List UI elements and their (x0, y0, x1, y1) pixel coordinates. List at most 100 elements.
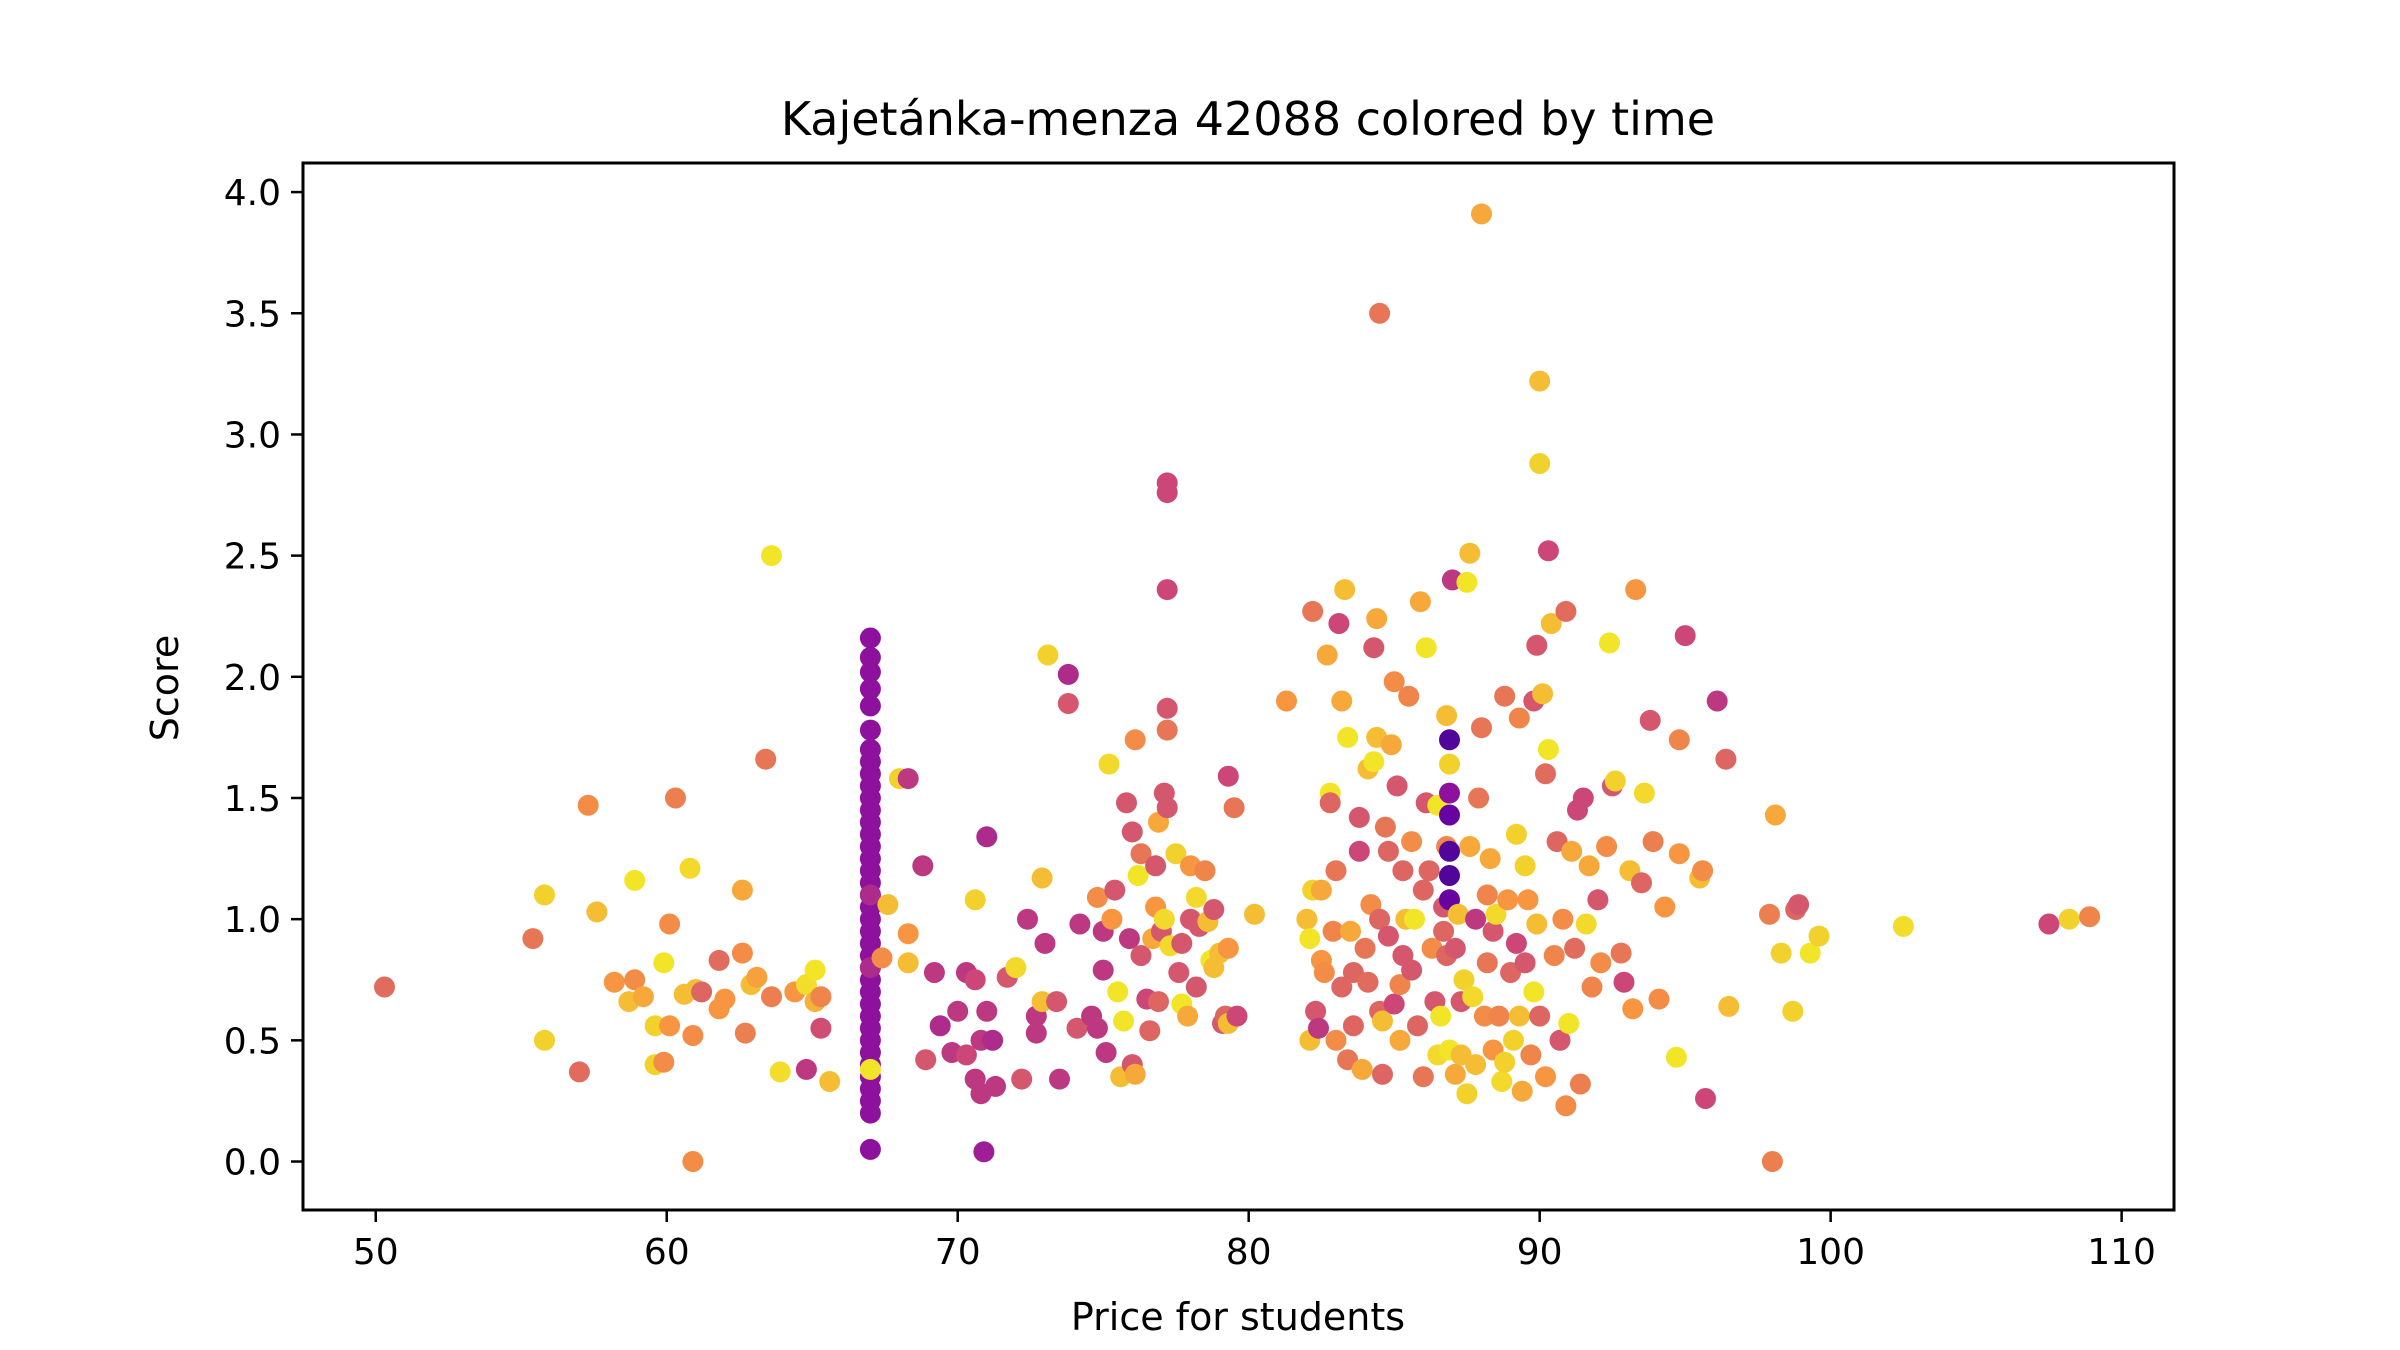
data-point (1468, 787, 1490, 809)
data-point (1526, 913, 1548, 935)
data-point (1369, 302, 1391, 324)
data-point (1569, 1073, 1591, 1095)
data-point (1552, 908, 1574, 930)
data-point (374, 976, 395, 998)
data-point (1520, 1044, 1542, 1066)
data-point (1148, 991, 1169, 1013)
data-point (1535, 763, 1556, 785)
data-point (1706, 690, 1728, 712)
data-point (1386, 775, 1408, 797)
data-point (1017, 908, 1038, 930)
data-point (632, 986, 654, 1008)
data-point (1511, 1080, 1533, 1102)
data-point (1462, 986, 1484, 1008)
data-point (1223, 797, 1245, 819)
x-tick-label: 60 (644, 1232, 690, 1273)
data-point (1153, 908, 1175, 930)
chart-title: Kajetánka-menza 42088 colored by time (781, 92, 1715, 146)
data-point (1543, 945, 1565, 966)
data-point (1165, 843, 1187, 865)
data-point (1101, 908, 1123, 930)
data-point (1011, 1068, 1033, 1090)
data-point (1692, 860, 1714, 882)
data-point (1377, 925, 1399, 947)
y-tick-label: 1.5 (224, 779, 281, 820)
data-point (1308, 1017, 1329, 1039)
data-point (577, 794, 599, 816)
data-point (1139, 1020, 1161, 1042)
data-point (691, 981, 713, 1003)
data-point (1156, 482, 1178, 504)
data-point (915, 1049, 937, 1071)
data-point (1322, 920, 1344, 942)
data-point (1808, 925, 1830, 947)
data-point (1095, 1042, 1117, 1063)
data-point (2079, 906, 2101, 928)
data-point (859, 678, 881, 700)
data-point (1130, 945, 1152, 966)
data-point (929, 1015, 951, 1037)
data-point (1412, 879, 1434, 901)
data-point (1439, 782, 1460, 804)
data-point (1505, 823, 1527, 845)
data-point (1276, 690, 1297, 712)
data-point (1066, 1017, 1088, 1039)
data-point (624, 969, 646, 991)
data-point (1529, 370, 1551, 392)
data-point (1485, 903, 1507, 925)
data-point (682, 1025, 704, 1046)
data-point (1447, 903, 1469, 925)
data-point (1473, 1005, 1495, 1027)
data-point (1642, 831, 1664, 853)
data-point (1069, 913, 1091, 935)
data-point (1217, 765, 1239, 787)
data-point (1305, 1000, 1327, 1022)
data-point (1788, 894, 1810, 916)
x-tick-label: 100 (1796, 1232, 1865, 1273)
data-point (859, 1138, 881, 1160)
data-point (1514, 855, 1536, 877)
data-point (964, 969, 986, 991)
data-point (1348, 806, 1370, 828)
data-point (1383, 993, 1405, 1015)
data-point (659, 1015, 681, 1037)
data-point (755, 748, 777, 770)
data-point (1380, 734, 1402, 756)
y-tick-label: 3.0 (224, 415, 281, 456)
data-point (1025, 1022, 1047, 1044)
data-point (1587, 889, 1609, 911)
data-point (1505, 932, 1527, 954)
data-point (1503, 1029, 1524, 1051)
data-point (912, 855, 934, 877)
data-point (955, 1044, 977, 1066)
data-point (897, 768, 919, 790)
data-point (1613, 971, 1635, 993)
data-point (1354, 937, 1376, 959)
data-point (1459, 836, 1481, 857)
data-point (769, 1061, 791, 1083)
data-point (1328, 613, 1350, 634)
data-point (1116, 792, 1137, 814)
data-point (1549, 1029, 1571, 1051)
data-point (1578, 855, 1600, 877)
data-point (1383, 671, 1405, 693)
data-point (1465, 908, 1487, 930)
y-axis-label: Score (143, 635, 187, 741)
data-point (624, 869, 646, 891)
data-point (734, 1022, 756, 1044)
data-point (1604, 770, 1626, 792)
data-point (1625, 579, 1647, 601)
data-point (1124, 729, 1146, 751)
data-point (1599, 632, 1620, 654)
data-point (810, 986, 832, 1008)
data-point (1555, 1095, 1577, 1117)
data-point (2058, 908, 2080, 930)
data-point (859, 739, 881, 760)
data-point (1695, 1088, 1716, 1109)
data-point (679, 857, 701, 879)
data-point (1668, 843, 1690, 865)
data-point (1409, 591, 1431, 613)
data-point (1561, 840, 1583, 862)
y-tick-label: 2.5 (224, 537, 281, 578)
